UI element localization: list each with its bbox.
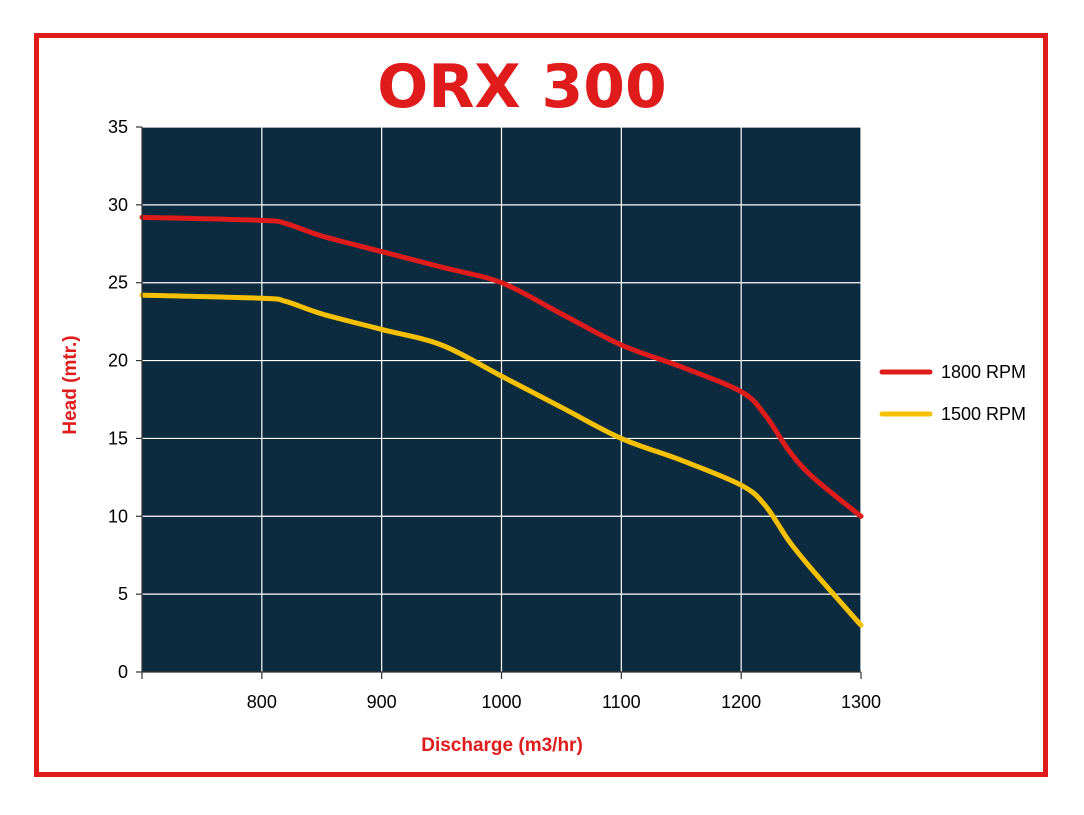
y-tick-label: 30: [108, 195, 128, 215]
axes: [136, 126, 862, 679]
x-axis-label: Discharge (m3/hr): [421, 735, 583, 756]
x-tick-label: 1300: [841, 692, 881, 712]
grid-lines: [142, 126, 862, 672]
x-tick-label: 1000: [481, 692, 521, 712]
series-line-1: [139, 292, 864, 628]
series-line-0: [139, 214, 864, 519]
x-tick-label: 1100: [602, 692, 641, 712]
y-tick-label: 5: [118, 584, 128, 604]
y-tick-label: 20: [108, 351, 128, 371]
legend: 1800 RPM 1500 RPM: [879, 362, 1026, 424]
y-tick-label: 15: [108, 428, 128, 448]
y-tick-label: 10: [108, 506, 128, 526]
x-tick-label: 900: [367, 692, 397, 712]
x-tick-label: 1200: [721, 692, 761, 712]
legend-label-1: 1500 RPM: [941, 404, 1026, 424]
chart-title: ORX 300: [377, 52, 667, 122]
y-tick-label: 0: [118, 662, 128, 682]
y-tick-label: 35: [108, 117, 128, 137]
x-tick-label: 800: [247, 692, 277, 712]
chart-frame: [34, 33, 1048, 777]
legend-label-0: 1800 RPM: [941, 362, 1026, 382]
series-lines: [139, 214, 864, 628]
tick-labels: 0 5 10 15 20 25 30 35 800 900 1000 1100 1200 1300: [108, 117, 881, 712]
y-tick-label: 25: [108, 273, 128, 293]
y-axis-label: Head (mtr.): [60, 335, 81, 434]
